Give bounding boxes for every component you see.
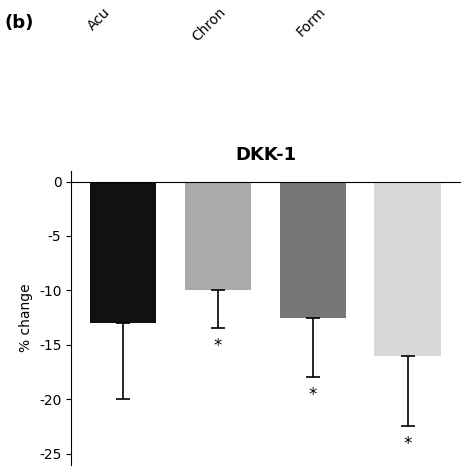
Text: *: * (214, 337, 222, 355)
Bar (280, 182, 346, 318)
Text: Acu: Acu (85, 5, 113, 33)
Y-axis label: % change: % change (19, 283, 33, 352)
Text: Chron: Chron (190, 5, 228, 44)
Text: *: * (403, 435, 412, 453)
Title: DKK-1: DKK-1 (235, 146, 296, 164)
Text: *: * (309, 386, 317, 404)
Bar (90, 182, 156, 323)
Bar (374, 182, 441, 356)
Bar (185, 182, 251, 291)
Text: Form: Form (294, 5, 328, 39)
Text: (b): (b) (5, 14, 34, 32)
